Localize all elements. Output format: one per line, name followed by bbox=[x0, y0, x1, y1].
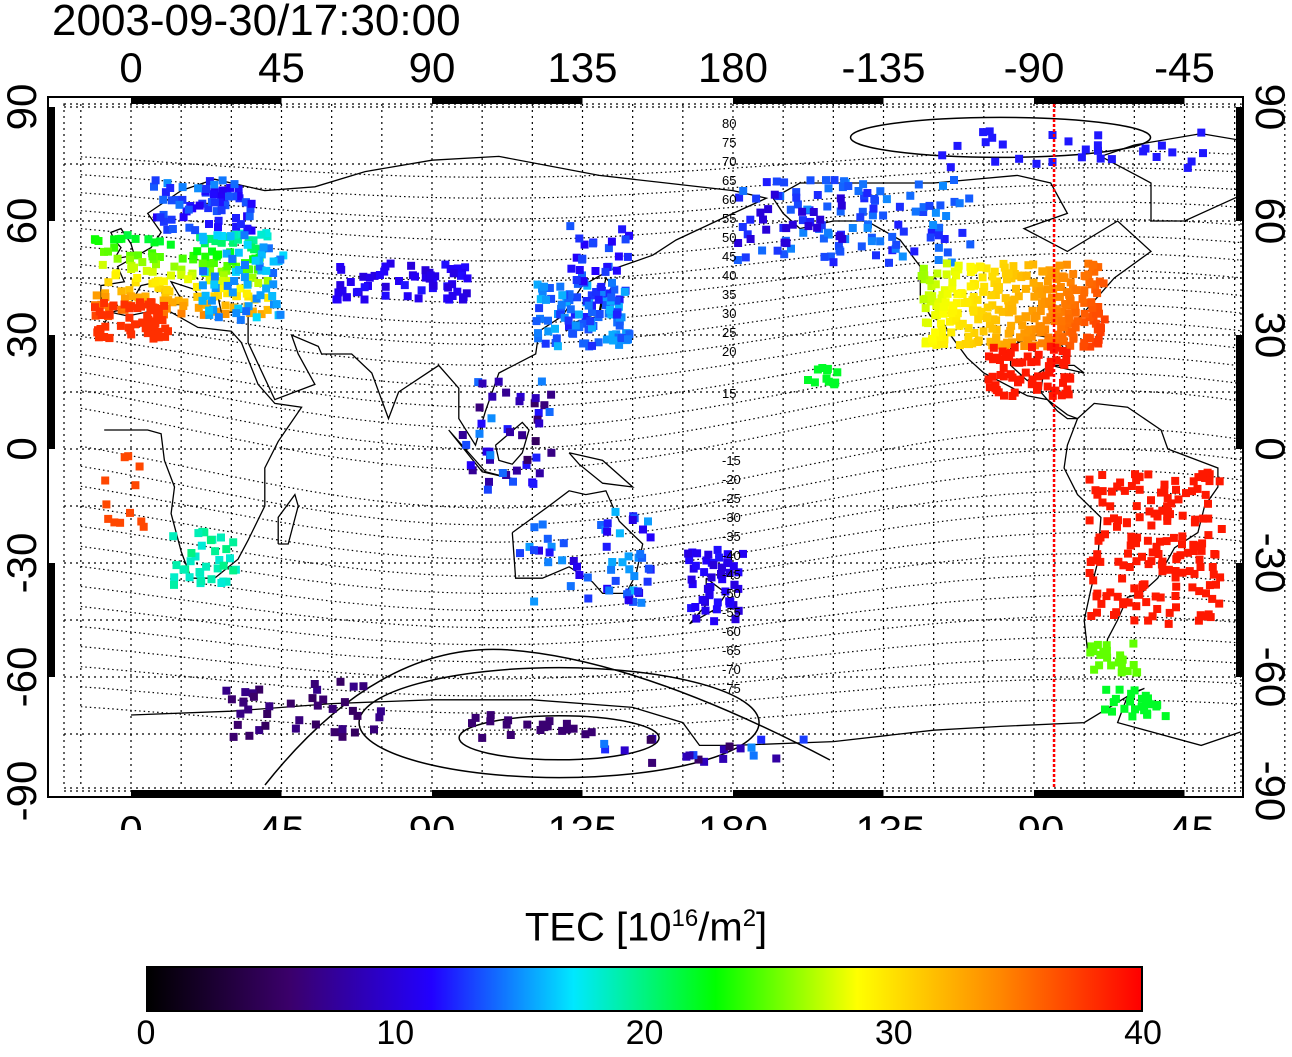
lon-label-top: -45 bbox=[1154, 44, 1215, 91]
lat-label-right: 90 bbox=[1247, 84, 1292, 131]
tec-map: 80 75 70 65 60 55 50 45 40 35 30 25 20 15 -15 -20 -25 -30… bbox=[0, 44, 1292, 830]
lat-label-left: 30 bbox=[0, 312, 45, 359]
contour-label: -40 bbox=[722, 548, 741, 563]
contour-label: 35 bbox=[722, 287, 736, 302]
tec-colorbar bbox=[146, 966, 1143, 1012]
timestamp-title: 2003-09-30/17:30:00 bbox=[52, 0, 461, 45]
contour-label: -20 bbox=[722, 472, 741, 487]
axis-labels: 0 45 90 135 180 -135 -90 -45 0 45 90 135 180 -135 -90 -… bbox=[0, 44, 1292, 830]
colorbar-tick-label: 40 bbox=[1124, 1014, 1162, 1052]
tec-measurements bbox=[90, 127, 1226, 767]
lon-label-top: 180 bbox=[698, 44, 768, 91]
lat-label-left: 0 bbox=[0, 437, 45, 460]
lon-label-bottom: -135 bbox=[841, 807, 925, 830]
magnetic-latitude-contours bbox=[80, 116, 1241, 786]
contour-label: -70 bbox=[722, 662, 741, 677]
lon-label-top: 45 bbox=[258, 44, 305, 91]
lat-label-left: 90 bbox=[0, 84, 45, 131]
lon-label-top: 135 bbox=[547, 44, 617, 91]
axis-bars bbox=[48, 97, 1243, 797]
contour-label: 25 bbox=[722, 325, 736, 340]
colorbar-tick-label: 10 bbox=[376, 1014, 415, 1052]
contour-label: -25 bbox=[722, 491, 741, 506]
lat-label-right: 30 bbox=[1247, 312, 1292, 359]
lon-label-bottom: 90 bbox=[409, 807, 456, 830]
contour-label: -45 bbox=[722, 567, 741, 582]
contour-label: -75 bbox=[722, 681, 741, 696]
lat-label-left: -60 bbox=[0, 647, 45, 708]
lon-label-bottom: -90 bbox=[1004, 807, 1065, 830]
contour-label: 20 bbox=[722, 344, 736, 359]
lat-label-right: -60 bbox=[1247, 647, 1292, 708]
contour-label: 40 bbox=[722, 268, 736, 283]
contour-label: 70 bbox=[722, 154, 736, 169]
contour-label: 45 bbox=[722, 249, 736, 264]
contour-label: 65 bbox=[722, 173, 736, 188]
contour-label: -50 bbox=[722, 586, 741, 601]
lon-label-bottom: 180 bbox=[698, 807, 768, 830]
lat-label-left: -90 bbox=[0, 761, 45, 822]
lon-label-top: -135 bbox=[841, 44, 925, 91]
lon-label-top: 0 bbox=[119, 44, 142, 91]
colorbar-title: TEC [1016/m2] bbox=[524, 905, 768, 950]
lat-label-left: -30 bbox=[0, 533, 45, 594]
lon-label-bottom: -45 bbox=[1154, 807, 1215, 830]
colorbar-tick-label: 30 bbox=[874, 1014, 913, 1052]
contour-label: -30 bbox=[722, 510, 741, 525]
contour-label: -55 bbox=[722, 605, 741, 620]
contour-label: 30 bbox=[722, 306, 736, 321]
contour-label: -35 bbox=[722, 529, 741, 544]
contour-labels: 80 75 70 65 60 55 50 45 40 35 30 25 20 15 -15 -20 -25 -30… bbox=[722, 116, 741, 696]
colorbar-tick-label: 0 bbox=[136, 1014, 156, 1052]
colorbar-tick-label: 20 bbox=[625, 1014, 664, 1052]
lat-label-right: -30 bbox=[1247, 533, 1292, 594]
lat-label-left: 60 bbox=[0, 198, 45, 245]
contour-label: 80 bbox=[722, 116, 736, 131]
contour-label: 60 bbox=[722, 192, 736, 207]
lat-label-right: 0 bbox=[1247, 437, 1292, 460]
lon-label-top: -90 bbox=[1004, 44, 1065, 91]
lon-label-bottom: 45 bbox=[258, 807, 305, 830]
lon-label-top: 90 bbox=[409, 44, 456, 91]
contour-label: 55 bbox=[722, 211, 736, 226]
contour-label: 50 bbox=[722, 230, 736, 245]
lon-label-bottom: 0 bbox=[119, 807, 142, 830]
contour-label: -15 bbox=[722, 453, 741, 468]
lon-label-bottom: 135 bbox=[547, 807, 617, 830]
contour-label: 75 bbox=[722, 135, 736, 150]
lat-label-right: 60 bbox=[1247, 198, 1292, 245]
contour-label: -60 bbox=[722, 624, 741, 639]
contour-label: -65 bbox=[722, 643, 741, 658]
lat-label-right: -90 bbox=[1247, 761, 1292, 822]
contour-label: 15 bbox=[722, 386, 736, 401]
